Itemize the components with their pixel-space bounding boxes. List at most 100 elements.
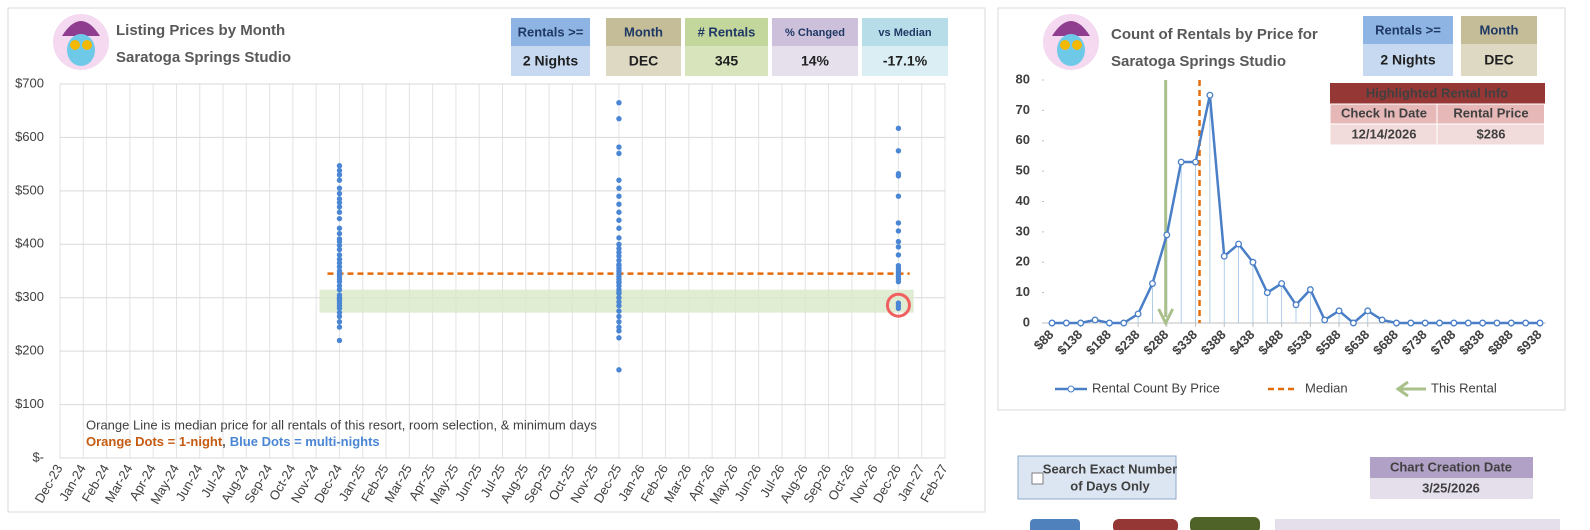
legend-swatch [1395, 380, 1426, 398]
legend-label: Median [1305, 380, 1348, 395]
point [336, 260, 343, 266]
point [616, 283, 622, 289]
point [336, 204, 343, 210]
y-tick-label: 20 [1016, 254, 1030, 269]
info-value: 2 Nights [523, 53, 578, 69]
point [336, 225, 343, 231]
info-label: Month [624, 24, 663, 39]
table-header: Rental Price [1453, 105, 1528, 120]
info-label: # Rentals [698, 24, 756, 39]
point [1407, 319, 1415, 327]
point [1349, 319, 1357, 327]
point [336, 172, 343, 178]
point [616, 209, 622, 215]
info-value: 345 [715, 53, 739, 69]
point [1378, 316, 1386, 324]
point [1479, 319, 1487, 327]
info-header-cell [862, 18, 948, 46]
annotation: Orange Dots = 1-night, Blue Dots = multi-… [86, 434, 380, 449]
point [336, 163, 343, 169]
y-tick-label: 10 [1016, 284, 1030, 299]
point [1134, 310, 1142, 318]
chart-title: Count of Rentals by Price for [1111, 26, 1318, 43]
highlight-arrowhead [1157, 308, 1175, 327]
point [336, 324, 343, 330]
point [616, 185, 622, 191]
info-header-cell [511, 18, 590, 46]
point [336, 309, 343, 316]
point [895, 244, 902, 250]
point [616, 241, 622, 247]
date-value-cell [1370, 478, 1533, 499]
date-header-cell [1370, 457, 1533, 478]
point [336, 199, 343, 206]
y-tick-label: 50 [1016, 163, 1030, 178]
legend-label: This Rental [1431, 380, 1497, 395]
point [1493, 319, 1501, 327]
date-label: Chart Creation Date [1390, 459, 1512, 474]
point [616, 308, 622, 314]
point [1163, 231, 1171, 239]
point [1321, 316, 1329, 324]
point [1192, 158, 1199, 166]
point [895, 148, 902, 154]
table-header: Check In Date [1341, 105, 1427, 120]
point [336, 287, 343, 293]
table-value: $286 [1477, 126, 1506, 141]
point [616, 150, 622, 157]
point [616, 335, 622, 341]
point [336, 283, 343, 289]
y-tick-label: 0 [1023, 314, 1030, 329]
point [1177, 158, 1185, 166]
point [616, 328, 622, 334]
point [1335, 307, 1343, 315]
point [1048, 319, 1056, 327]
table-value: 12/14/2026 [1351, 126, 1416, 141]
annotation: Orange Line is median price for all rent… [86, 417, 597, 432]
y-tick-label: $500 [15, 182, 44, 197]
info-value-cell [1363, 44, 1453, 76]
point [1436, 319, 1443, 327]
checkbox-panel[interactable] [1017, 455, 1177, 500]
point [616, 225, 622, 231]
annotation-part: , [222, 434, 226, 449]
annotation-part: Orange Dots = 1-night [86, 434, 223, 449]
point [336, 167, 343, 174]
point [336, 313, 343, 320]
point [336, 215, 343, 222]
info-value-cell [606, 46, 681, 76]
point [895, 228, 902, 234]
point [336, 337, 343, 344]
y-tick-label: 80 [1016, 71, 1030, 86]
y-tick-label: $600 [15, 129, 44, 144]
point [616, 249, 622, 255]
point [1450, 319, 1458, 327]
point [895, 278, 902, 285]
info-header-cell [1363, 16, 1453, 44]
point [1062, 319, 1070, 327]
info-value-cell [772, 46, 858, 76]
point [336, 278, 343, 285]
info-value-cell [685, 46, 768, 76]
point [616, 367, 622, 373]
point [1278, 280, 1286, 287]
point [895, 220, 902, 226]
y-tick-label: $400 [15, 236, 44, 251]
point [336, 264, 343, 270]
point [895, 173, 902, 179]
checkbox[interactable] [1031, 472, 1044, 485]
info-header-cell [606, 18, 681, 46]
info-header-cell [772, 18, 858, 46]
point [895, 305, 902, 312]
y-tick-label: $300 [15, 289, 44, 304]
info-value-cell [1461, 44, 1537, 76]
point [1393, 319, 1400, 327]
point [616, 257, 622, 264]
exact-days-checkbox[interactable]: Search Exact Number of Days Only [1017, 455, 1177, 500]
info-value: 14% [801, 53, 830, 69]
point [616, 116, 622, 122]
point [1091, 316, 1099, 324]
point [336, 185, 343, 191]
info-header-cell [1461, 16, 1537, 44]
point [616, 245, 622, 252]
